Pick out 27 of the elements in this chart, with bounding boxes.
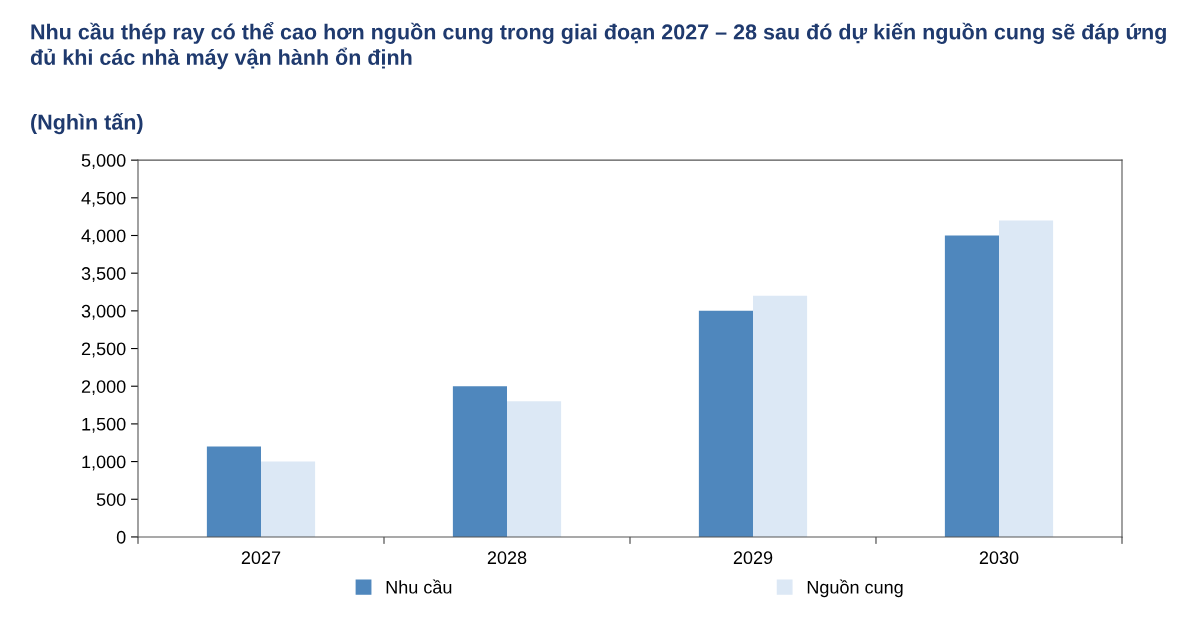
y-tick-label: 4,500 — [81, 191, 126, 207]
bar — [261, 461, 316, 537]
chart-subtitle: (Nghìn tấn) — [31, 113, 143, 135]
bar — [999, 220, 1054, 537]
bar — [507, 401, 562, 537]
bar — [753, 295, 808, 537]
x-tick-label: 2028 — [487, 551, 527, 565]
legend-label: Nguồn cung — [807, 579, 903, 598]
bar — [698, 310, 753, 537]
bar — [944, 235, 999, 537]
y-tick-label: 3,500 — [81, 267, 126, 283]
x-tick-label: 2030 — [979, 551, 1019, 565]
y-tick-label: 5,000 — [81, 154, 126, 169]
y-tick-label: 4,000 — [81, 229, 126, 245]
y-tick-label: 1,000 — [82, 455, 126, 471]
x-tick-label: 2027 — [241, 551, 281, 565]
legend-label: Nhu cầu — [386, 579, 452, 594]
bar — [452, 386, 507, 537]
y-tick-label: 3,000 — [81, 304, 126, 320]
bar — [206, 446, 261, 537]
y-tick-label: 2,000 — [81, 380, 126, 396]
x-tick-label: 2029 — [733, 551, 773, 565]
y-tick-label: 0 — [116, 530, 126, 544]
chart-title: Nhu cầu thép ray có thể cao hơn nguồn cung trong giai đoạn 2027 – 28 sau đó dự kiến nguồn cung sẽ đáp ứng đủ khi các nhà máy vận hành ổn định — [30, 21, 1166, 70]
y-tick-label: 500 — [96, 493, 126, 506]
y-tick-label: 1,500 — [82, 417, 126, 433]
y-tick-label: 2,500 — [81, 342, 126, 358]
